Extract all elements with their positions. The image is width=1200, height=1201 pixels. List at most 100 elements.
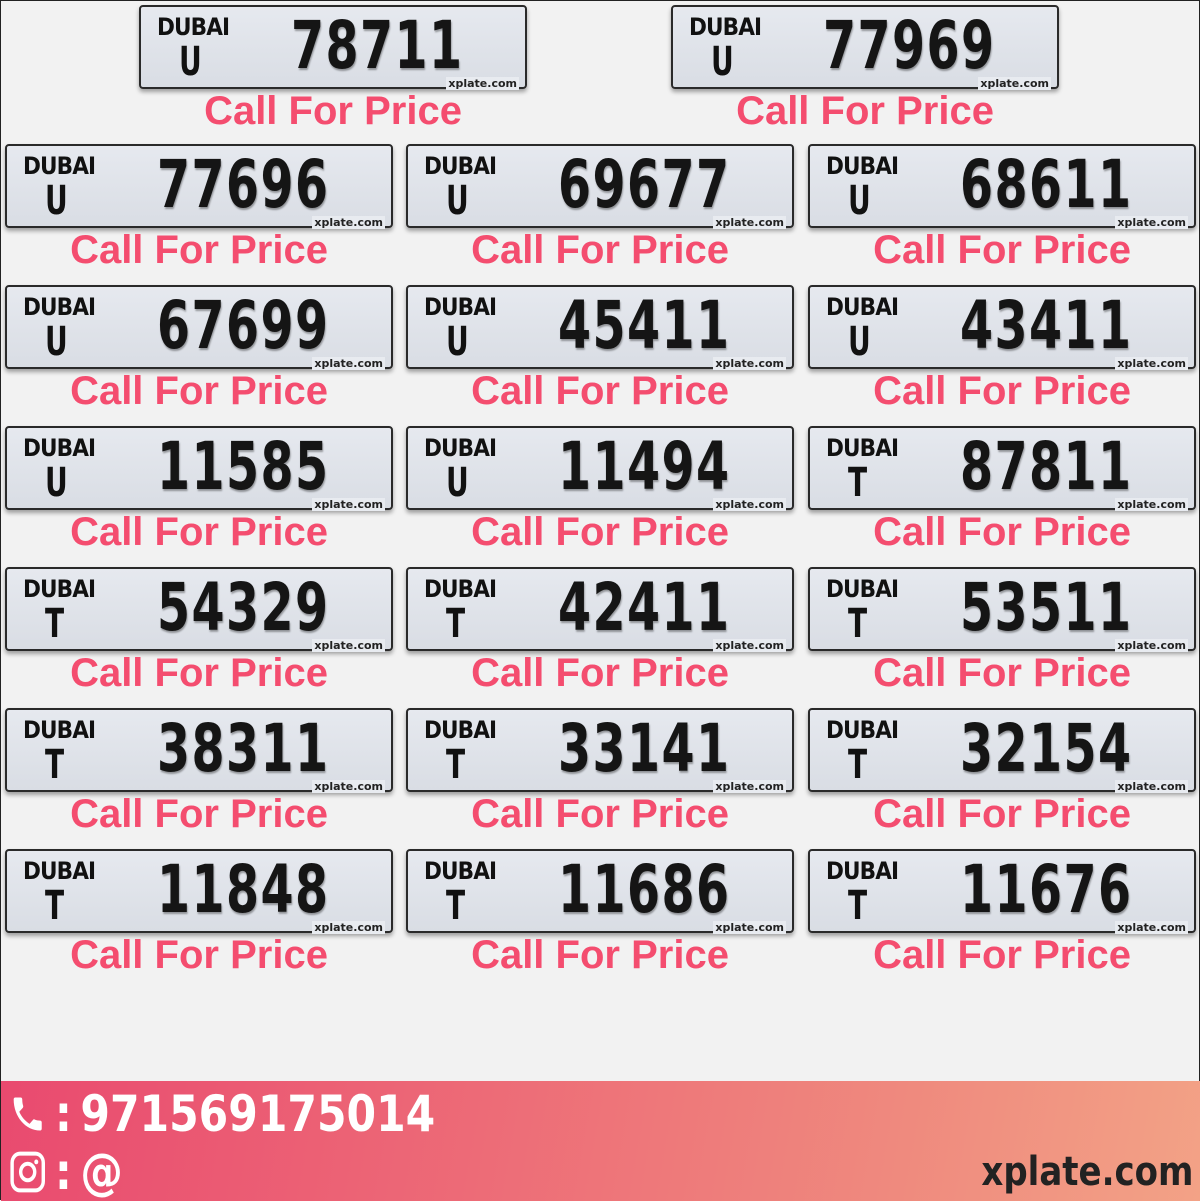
plate-listing[interactable]: DUBAI T 54329 xplate.com Call For Price <box>5 567 393 708</box>
license-plate[interactable]: DUBAI T 53511 xplate.com <box>808 567 1196 652</box>
emirate-logo: DUBAI <box>826 293 899 321</box>
plate-listing[interactable]: DUBAI T 11848 xplate.com Call For Price <box>5 849 393 990</box>
license-plate[interactable]: DUBAI U 77696 xplate.com <box>5 144 393 229</box>
price-label[interactable]: Call For Price <box>471 651 729 695</box>
plate-listing[interactable]: DUBAI T 87811 xplate.com Call For Price <box>808 426 1196 567</box>
price-label[interactable]: Call For Price <box>736 89 994 133</box>
price-label[interactable]: Call For Price <box>471 228 729 272</box>
plate-watermark: xplate.com <box>713 357 786 370</box>
price-label[interactable]: Call For Price <box>70 933 328 977</box>
emirate-logo: DUBAI <box>424 293 497 321</box>
plate-watermark: xplate.com <box>1115 357 1188 370</box>
license-plate[interactable]: DUBAI T 38311 xplate.com <box>5 708 393 793</box>
price-label[interactable]: Call For Price <box>873 510 1131 554</box>
license-plate[interactable]: DUBAI U 78711 xplate.com <box>139 5 527 90</box>
plate-listing[interactable]: DUBAI U 43411 xplate.com Call For Price <box>808 285 1196 426</box>
emirate-logo: DUBAI <box>424 434 497 462</box>
price-label[interactable]: Call For Price <box>873 933 1131 977</box>
plate-listing[interactable]: DUBAI U 68611 xplate.com Call For Price <box>808 144 1196 285</box>
price-label[interactable]: Call For Price <box>204 89 462 133</box>
license-plate[interactable]: DUBAI T 11676 xplate.com <box>808 849 1196 934</box>
emirate-logo: DUBAI <box>424 716 497 744</box>
plate-watermark: xplate.com <box>312 639 385 652</box>
instagram-handle[interactable]: @ <box>80 1143 123 1201</box>
plate-listing[interactable]: DUBAI U 77696 xplate.com Call For Price <box>5 144 393 285</box>
emirate-logo: DUBAI <box>23 293 96 321</box>
price-label[interactable]: Call For Price <box>471 792 729 836</box>
plate-number: 77969 <box>823 7 996 84</box>
plate-listing[interactable]: DUBAI U 11585 xplate.com Call For Price <box>5 426 393 567</box>
license-plate[interactable]: DUBAI T 87811 xplate.com <box>808 426 1196 511</box>
plate-listing[interactable]: DUBAI T 53511 xplate.com Call For Price <box>808 567 1196 708</box>
plate-number: 78711 <box>291 7 464 84</box>
license-plate[interactable]: DUBAI U 69677 xplate.com <box>406 144 794 229</box>
plate-listing[interactable]: DUBAI T 11686 xplate.com Call For Price <box>406 849 794 990</box>
plate-number: 68611 <box>960 146 1133 223</box>
price-label[interactable]: Call For Price <box>471 510 729 554</box>
plate-number: 11676 <box>960 851 1133 928</box>
instagram-line: : @ <box>9 1143 123 1201</box>
plate-listing[interactable]: DUBAI U 69677 xplate.com Call For Price <box>406 144 794 285</box>
plate-code: T <box>848 460 868 506</box>
plate-code: T <box>446 742 466 788</box>
plate-listing[interactable]: DUBAI U 67699 xplate.com Call For Price <box>5 285 393 426</box>
phone-number[interactable]: 971569175014 <box>80 1085 436 1143</box>
license-plate[interactable]: DUBAI U 67699 xplate.com <box>5 285 393 370</box>
price-label[interactable]: Call For Price <box>70 369 328 413</box>
price-label[interactable]: Call For Price <box>70 228 328 272</box>
plate-code: U <box>45 460 68 506</box>
plate-number: 11848 <box>157 851 330 928</box>
plate-code: U <box>848 178 871 224</box>
emirate-logo: DUBAI <box>23 434 96 462</box>
contact-footer: : 971569175014 : @ xplate.com <box>1 1081 1200 1201</box>
license-plate[interactable]: DUBAI U 43411 xplate.com <box>808 285 1196 370</box>
plate-listing[interactable]: DUBAI U 77969 xplate.com Call For Price <box>671 5 1059 146</box>
license-plate[interactable]: DUBAI T 33141 xplate.com <box>406 708 794 793</box>
plate-listing[interactable]: DUBAI U 78711 xplate.com Call For Price <box>139 5 527 146</box>
license-plate[interactable]: DUBAI U 11494 xplate.com <box>406 426 794 511</box>
plate-number: 69677 <box>558 146 731 223</box>
license-plate[interactable]: DUBAI U 77969 xplate.com <box>671 5 1059 90</box>
license-plate[interactable]: DUBAI U 68611 xplate.com <box>808 144 1196 229</box>
price-label[interactable]: Call For Price <box>873 228 1131 272</box>
plate-watermark: xplate.com <box>1115 921 1188 934</box>
plate-listing[interactable]: DUBAI U 45411 xplate.com Call For Price <box>406 285 794 426</box>
plate-number: 43411 <box>960 287 1133 364</box>
plate-number: 67699 <box>157 287 330 364</box>
instagram-separator: : <box>54 1143 72 1201</box>
emirate-logo: DUBAI <box>826 152 899 180</box>
plate-number: 11686 <box>558 851 731 928</box>
license-plate[interactable]: DUBAI T 11686 xplate.com <box>406 849 794 934</box>
price-label[interactable]: Call For Price <box>471 369 729 413</box>
license-plate[interactable]: DUBAI T 54329 xplate.com <box>5 567 393 652</box>
plate-code: T <box>446 601 466 647</box>
price-label[interactable]: Call For Price <box>70 792 328 836</box>
plate-listing[interactable]: DUBAI T 11676 xplate.com Call For Price <box>808 849 1196 990</box>
price-label[interactable]: Call For Price <box>70 510 328 554</box>
plate-watermark: xplate.com <box>312 921 385 934</box>
emirate-logo: DUBAI <box>23 575 96 603</box>
plate-listing[interactable]: DUBAI U 11494 xplate.com Call For Price <box>406 426 794 567</box>
phone-separator: : <box>54 1085 72 1143</box>
plate-watermark: xplate.com <box>1115 780 1188 793</box>
plate-watermark: xplate.com <box>1115 498 1188 511</box>
plate-listing[interactable]: DUBAI T 32154 xplate.com Call For Price <box>808 708 1196 849</box>
plate-listing[interactable]: DUBAI T 42411 xplate.com Call For Price <box>406 567 794 708</box>
emirate-logo: DUBAI <box>689 13 762 41</box>
plate-number: 77696 <box>157 146 330 223</box>
price-label[interactable]: Call For Price <box>873 792 1131 836</box>
license-plate[interactable]: DUBAI T 32154 xplate.com <box>808 708 1196 793</box>
price-label[interactable]: Call For Price <box>873 369 1131 413</box>
license-plate[interactable]: DUBAI U 11585 xplate.com <box>5 426 393 511</box>
license-plate[interactable]: DUBAI T 42411 xplate.com <box>406 567 794 652</box>
price-label[interactable]: Call For Price <box>873 651 1131 695</box>
plate-listing[interactable]: DUBAI T 33141 xplate.com Call For Price <box>406 708 794 849</box>
plate-code: T <box>45 742 65 788</box>
price-label[interactable]: Call For Price <box>471 933 729 977</box>
plate-listing[interactable]: DUBAI T 38311 xplate.com Call For Price <box>5 708 393 849</box>
plate-code: U <box>179 39 202 85</box>
price-label[interactable]: Call For Price <box>70 651 328 695</box>
license-plate[interactable]: DUBAI T 11848 xplate.com <box>5 849 393 934</box>
plate-number: 11494 <box>558 428 731 505</box>
license-plate[interactable]: DUBAI U 45411 xplate.com <box>406 285 794 370</box>
